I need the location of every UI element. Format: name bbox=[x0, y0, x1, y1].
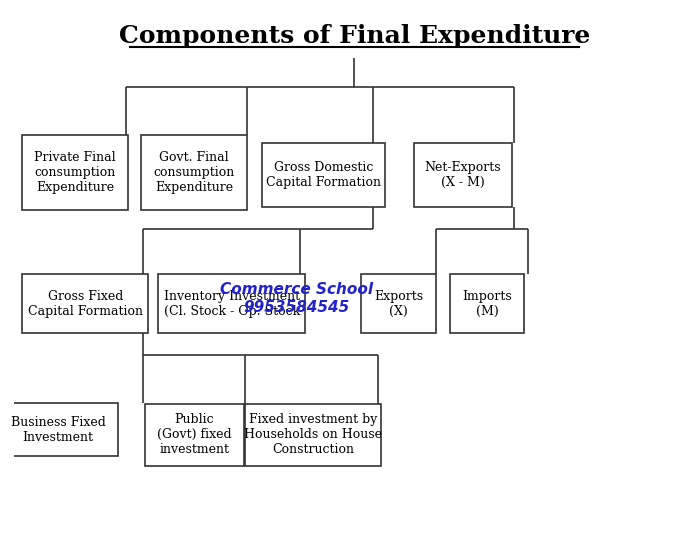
FancyBboxPatch shape bbox=[262, 143, 385, 208]
Text: Exports
(X): Exports (X) bbox=[374, 290, 423, 318]
Text: Components of Final Expenditure: Components of Final Expenditure bbox=[118, 24, 590, 48]
Text: Govt. Final
consumption
Expenditure: Govt. Final consumption Expenditure bbox=[154, 151, 235, 194]
FancyBboxPatch shape bbox=[141, 135, 247, 210]
FancyBboxPatch shape bbox=[22, 274, 148, 333]
Text: Private Final
consumption
Expenditure: Private Final consumption Expenditure bbox=[34, 151, 116, 194]
Text: Inventory Investment
(Cl. Stock - Op. Stock: Inventory Investment (Cl. Stock - Op. St… bbox=[164, 290, 300, 318]
FancyBboxPatch shape bbox=[413, 143, 512, 208]
FancyBboxPatch shape bbox=[361, 274, 436, 333]
Text: Public
(Govt) fixed
investment: Public (Govt) fixed investment bbox=[157, 413, 232, 456]
FancyBboxPatch shape bbox=[0, 403, 118, 456]
Text: Business Fixed
Investment: Business Fixed Investment bbox=[10, 415, 106, 443]
FancyBboxPatch shape bbox=[22, 135, 128, 210]
FancyBboxPatch shape bbox=[159, 274, 305, 333]
Text: Commerce School
9953584545: Commerce School 9953584545 bbox=[220, 282, 373, 315]
FancyBboxPatch shape bbox=[450, 274, 524, 333]
Text: Fixed investment by
Households on House
Construction: Fixed investment by Households on House … bbox=[244, 413, 382, 456]
Text: Imports
(M): Imports (M) bbox=[462, 290, 512, 318]
Text: Gross Fixed
Capital Formation: Gross Fixed Capital Formation bbox=[28, 290, 143, 318]
Text: Net-Exports
(X - M): Net-Exports (X - M) bbox=[425, 161, 501, 189]
FancyBboxPatch shape bbox=[145, 404, 244, 466]
FancyBboxPatch shape bbox=[245, 404, 381, 466]
Text: Gross Domestic
Capital Formation: Gross Domestic Capital Formation bbox=[266, 161, 381, 189]
